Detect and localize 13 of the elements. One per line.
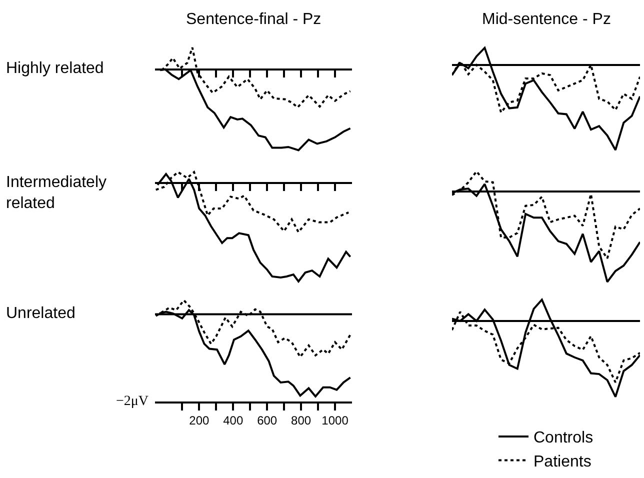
text: Intermediately related (6, 174, 106, 212)
text: −2μV (116, 394, 149, 409)
chart-title: Sentence-final - Pz (186, 11, 322, 28)
x-tick-label: 600 (257, 414, 278, 428)
legend-label: Patients (534, 454, 592, 471)
x-tick-label: 400 (223, 414, 244, 428)
x-tick-label: 200 (189, 414, 210, 428)
legend-label: Controls (534, 430, 594, 447)
text: Unrelated (6, 305, 76, 322)
text: Highly related (6, 60, 104, 77)
x-tick-label: 1000 (322, 414, 349, 428)
x-tick-label: 800 (291, 414, 312, 428)
chart-title: Mid-sentence - Pz (482, 11, 611, 28)
